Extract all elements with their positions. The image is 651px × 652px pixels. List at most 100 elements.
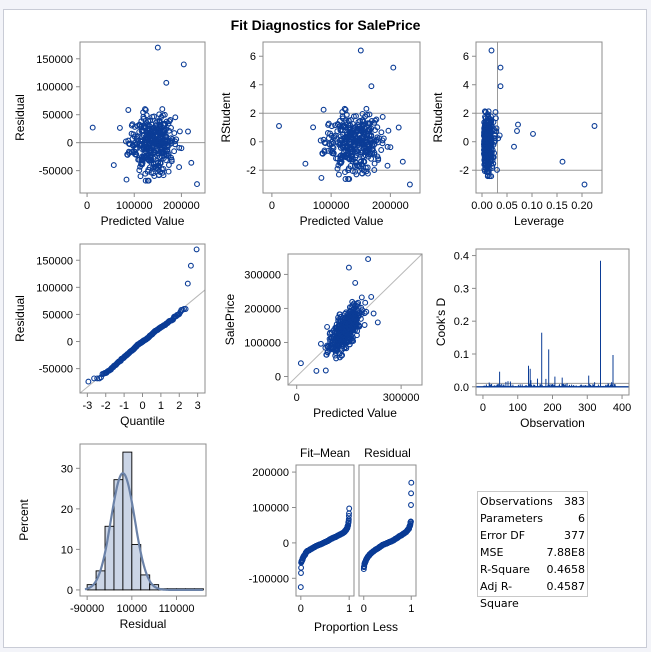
data-point [116, 124, 123, 131]
data-point [157, 160, 164, 167]
x-tick-label: 100000 [313, 200, 350, 212]
data-point [379, 113, 386, 120]
y-tick-label: 0.3 [454, 283, 469, 295]
y-tick-label: 30 [61, 463, 73, 475]
data-point [168, 154, 175, 161]
data-point [359, 110, 366, 117]
data-point [180, 61, 187, 68]
x-tick-label: 300 [578, 402, 596, 414]
data-point [336, 354, 343, 361]
data-point [138, 157, 145, 163]
data-point [348, 117, 354, 123]
data-point [337, 117, 343, 124]
x-tick-label: 0 [480, 402, 486, 414]
data-point [332, 350, 339, 356]
data-point [369, 146, 376, 153]
data-point [362, 148, 368, 155]
data-point [329, 138, 336, 145]
plot-frame [79, 243, 206, 394]
stats-label: R-Square [480, 563, 530, 576]
data-point [298, 564, 305, 571]
plot-residual-vs-predicted: 0 100000 200000 -50000 0 50000 100000 150000 Pre… [13, 41, 206, 228]
data-point [138, 138, 145, 145]
data-point [352, 131, 359, 138]
plot-cooks-d: 0 100 200 300 400 0.0 0.1 0.2 0.3 0.4 Observation C… [434, 248, 631, 430]
y-axis-label: Residual [13, 295, 27, 342]
data-point [150, 132, 157, 138]
data-point [345, 176, 352, 182]
x-tick-label: 0 [84, 200, 90, 212]
data-point [140, 146, 147, 153]
y-tick-label: 0.1 [454, 349, 469, 361]
data-point [345, 167, 352, 174]
data-point [364, 170, 371, 177]
x-axis-label: Predicted Value [313, 406, 397, 420]
data-point [320, 136, 327, 143]
data-point [132, 151, 139, 158]
plot-frame [262, 41, 421, 194]
data-point [343, 135, 350, 141]
data-point [143, 112, 150, 119]
data-point [140, 113, 147, 120]
data-point [324, 323, 331, 330]
data-point [360, 118, 367, 125]
data-point [369, 137, 376, 143]
data-point [134, 122, 141, 129]
data-point [145, 117, 152, 124]
data-point [363, 137, 370, 144]
data-point [408, 502, 414, 508]
x-tick-label: 200000 [163, 200, 200, 212]
data-point [482, 131, 489, 138]
data-point [484, 119, 491, 126]
data-point [147, 157, 154, 164]
stats-row-adj-r-square: Adj R-Square 0.4587 [480, 578, 585, 610]
y-tick-label: 100000 [244, 337, 281, 349]
data-point [325, 120, 332, 127]
data-point [344, 148, 351, 155]
data-point [339, 113, 346, 120]
data-point [176, 144, 183, 151]
x-tick-label: 0 [361, 603, 367, 615]
data-point [359, 170, 366, 177]
y-tick-label: 0 [283, 538, 289, 550]
data-point [483, 134, 490, 141]
data-point [125, 107, 132, 113]
data-point [358, 158, 365, 165]
plot-observed-vs-predicted: 0 300000 0 100000 200000 300000 Predicted Valu… [223, 253, 423, 420]
data-point [352, 279, 359, 286]
data-point [137, 163, 144, 170]
data-point [148, 155, 154, 161]
y-tick-label: 0 [250, 137, 256, 149]
fit-statistics-table: Observations 383 Parameters 6 Error DF 377 … [477, 491, 588, 610]
stats-row-r-square: R-Square 0.4658 [480, 561, 585, 578]
data-point [408, 490, 415, 497]
data-point [378, 147, 385, 153]
data-point [373, 137, 380, 144]
data-point [363, 105, 370, 112]
data-point [159, 146, 165, 153]
points-group [476, 42, 602, 193]
data-point [129, 121, 136, 128]
data-point [329, 341, 336, 348]
data-point [185, 128, 191, 135]
data-point [347, 128, 354, 135]
data-point [492, 115, 499, 122]
data-point [163, 126, 170, 133]
data-point [371, 160, 378, 167]
data-point [387, 144, 394, 151]
data-point [399, 158, 406, 165]
y-tick-label: 6 [250, 51, 256, 63]
data-point [349, 323, 355, 330]
data-point [338, 352, 345, 359]
data-point [178, 145, 185, 152]
data-point [321, 147, 328, 154]
data-point [334, 165, 341, 172]
data-point [368, 83, 375, 90]
data-point [374, 124, 381, 131]
data-point [390, 64, 397, 71]
data-point [591, 123, 598, 129]
data-point [154, 44, 161, 51]
data-point [338, 316, 345, 323]
data-point [335, 162, 342, 169]
data-point [361, 310, 368, 317]
